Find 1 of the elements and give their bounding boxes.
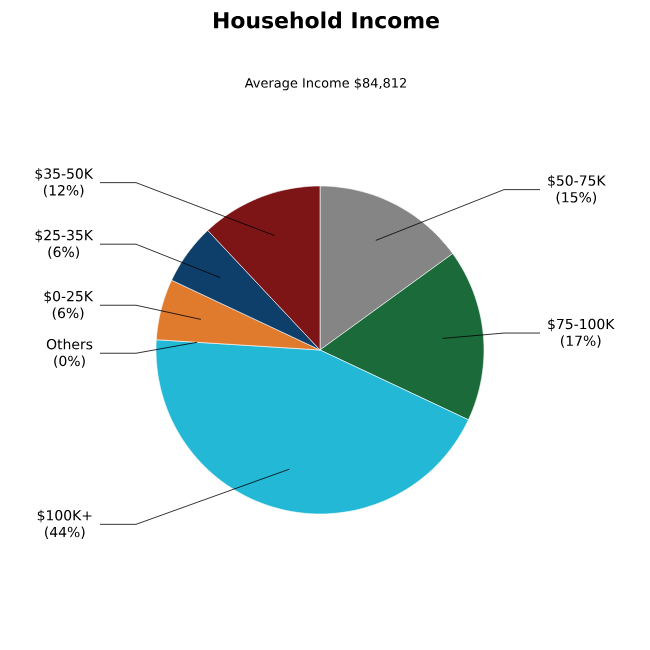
chart-title: Household Income: [214, 11, 439, 29]
